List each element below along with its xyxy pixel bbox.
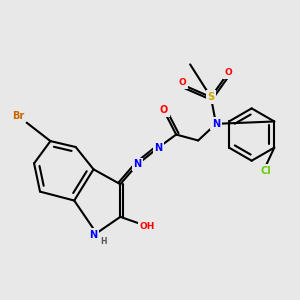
Text: N: N [212, 119, 220, 129]
Text: N: N [134, 159, 142, 169]
Text: O: O [225, 68, 232, 77]
Text: O: O [160, 105, 168, 115]
Text: Br: Br [13, 111, 25, 121]
Text: S: S [207, 92, 214, 102]
Text: OH: OH [140, 222, 155, 231]
Text: H: H [100, 237, 106, 246]
Text: O: O [179, 78, 187, 87]
Text: Cl: Cl [260, 166, 271, 176]
Text: N: N [89, 230, 97, 240]
Text: N: N [154, 142, 162, 153]
